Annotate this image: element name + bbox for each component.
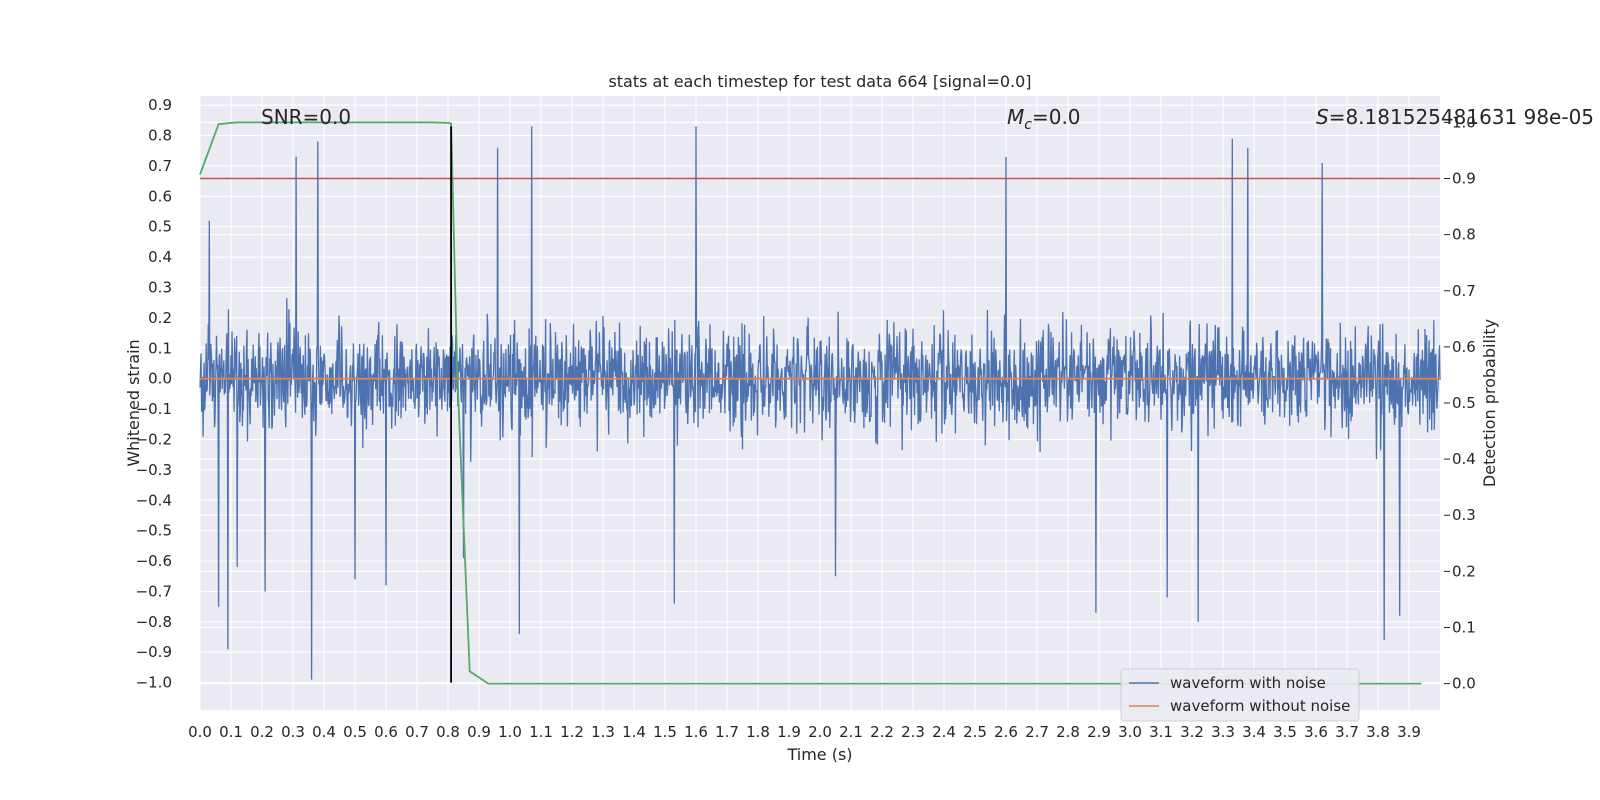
x-tick-label: 2.9 [1087, 723, 1111, 741]
mc-value: =0.0 [1032, 105, 1081, 129]
x-tick-label: 1.1 [529, 723, 553, 741]
x-tick-label: 0.3 [281, 723, 305, 741]
y-tick-label: 0.8 [148, 127, 172, 145]
x-tick-label: 1.6 [684, 723, 708, 741]
x-tick-label: 2.3 [901, 723, 925, 741]
y-tick-label: 0.4 [148, 248, 172, 266]
y-tick-label: 0.3 [148, 278, 172, 296]
noise-waveform-line [199, 126, 1441, 680]
x-tick-label: 1.5 [653, 723, 677, 741]
y-tick-label: 0.6 [148, 187, 172, 205]
x-tick-label: 1.3 [591, 723, 615, 741]
y2-tick-label: 0.4 [1452, 450, 1476, 468]
legend-label-clean: waveform without noise [1170, 697, 1350, 715]
y-tick-label: −0.7 [136, 582, 172, 600]
x-tick-label: 1.9 [777, 723, 801, 741]
y2-tick-label: 0.8 [1452, 226, 1476, 244]
x-tick-label: 2.8 [1056, 723, 1080, 741]
y2-tick-label: 0.2 [1452, 562, 1476, 580]
x-tick-label: 0.7 [405, 723, 429, 741]
x-tick-label: 0.2 [250, 723, 274, 741]
y2-tick-label: 0.9 [1452, 170, 1476, 188]
legend-label-noise: waveform with noise [1170, 674, 1326, 692]
x-tick-label: 2.4 [932, 723, 956, 741]
x-tick-label: 1.7 [715, 723, 739, 741]
y2-tick-label: 0.5 [1452, 394, 1476, 412]
mc-subscript: c [1024, 117, 1032, 133]
y-tick-label: −0.8 [136, 613, 172, 631]
x-tick-label: 2.2 [870, 723, 894, 741]
x-tick-label: 0.0 [188, 723, 212, 741]
y-tick-label: −0.1 [136, 400, 172, 418]
annotation-snr: SNR=0.0 [261, 105, 351, 129]
y-tick-label: 0.2 [148, 309, 172, 327]
y2-tick-label: 0.0 [1452, 675, 1476, 693]
legend: waveform with noise waveform without noi… [1120, 668, 1360, 722]
y2-tick-label: 0.3 [1452, 506, 1476, 524]
x-tick-label: 2.7 [1025, 723, 1049, 741]
annotation-s: S=8.181525481631 98e-05 [1316, 105, 1594, 129]
x-tick-label: 2.1 [839, 723, 863, 741]
y2-tick-label: 1.0 [1452, 113, 1476, 131]
x-tick-label: 3.6 [1304, 723, 1328, 741]
y-tick-label: 0.5 [148, 218, 172, 236]
x-tick-label: 3.8 [1366, 723, 1390, 741]
s-symbol: S [1316, 105, 1329, 129]
x-tick-label: 1.4 [622, 723, 646, 741]
y2-tick-label: 0.1 [1452, 618, 1476, 636]
x-tick-label: 1.0 [498, 723, 522, 741]
y-tick-label: −0.3 [136, 461, 172, 479]
series-waveform-with-noise [199, 126, 1441, 680]
x-tick-label: 3.5 [1273, 723, 1297, 741]
y-axis-ticks: 0.9 0.8 0.7 0.6 0.5 0.4 0.3 0.2 0.1 0.0 −0.1 −0.2 −0… [136, 96, 172, 692]
x-tick-label: 3.9 [1397, 723, 1421, 741]
chart-title: stats at each timestep for test data 664… [608, 72, 1031, 91]
x-tick-label: 3.3 [1211, 723, 1235, 741]
legend-box [1120, 668, 1360, 722]
x-tick-label: 1.2 [560, 723, 584, 741]
mc-symbol: M [1007, 105, 1024, 129]
y-tick-label: 0.1 [148, 339, 172, 357]
y2-tick-label: 0.6 [1452, 338, 1476, 356]
y2-axis-ticks: 1.0 0.9 0.8 0.7 0.6 0.5 0.4 0.3 0.2 0.1 0.0 [1444, 113, 1476, 693]
y-tick-label: −0.4 [136, 491, 172, 509]
y-tick-label: 0.9 [148, 96, 172, 114]
y-tick-label: −1.0 [136, 674, 172, 692]
x-tick-label: 0.4 [312, 723, 336, 741]
x-tick-label: 2.5 [963, 723, 987, 741]
y-tick-label: 0.7 [148, 157, 172, 175]
x-tick-label: 3.7 [1335, 723, 1359, 741]
x-tick-label: 3.0 [1118, 723, 1142, 741]
y-tick-label: −0.6 [136, 552, 172, 570]
y-tick-label: −0.9 [136, 643, 172, 661]
x-tick-label: 0.6 [374, 723, 398, 741]
x-tick-label: 2.6 [994, 723, 1018, 741]
grid [199, 96, 1440, 710]
x-tick-label: 0.5 [343, 723, 367, 741]
y-tick-label: −0.2 [136, 430, 172, 448]
annotation-chirp-mass: Mc=0.0 [1007, 105, 1081, 133]
reference-lines [200, 126, 1440, 683]
s-value: =8.181525481631 98e-05 [1329, 105, 1594, 129]
x-tick-label: 0.9 [467, 723, 491, 741]
x-tick-label: 1.8 [746, 723, 770, 741]
y-tick-label: −0.5 [136, 522, 172, 540]
y-axis-label: Whitened strain [124, 339, 143, 466]
x-tick-label: 3.4 [1242, 723, 1266, 741]
x-axis-label: Time (s) [786, 745, 852, 764]
y-tick-label: 0.0 [148, 370, 172, 388]
x-tick-label: 0.8 [436, 723, 460, 741]
x-tick-label: 3.1 [1149, 723, 1173, 741]
x-tick-label: 3.2 [1180, 723, 1204, 741]
x-tick-label: 0.1 [219, 723, 243, 741]
x-tick-label: 2.0 [808, 723, 832, 741]
x-axis-ticks: 0.0 0.1 0.2 0.3 0.4 0.5 0.6 0.7 0.8 0.9 1.0 1.1 1.2 1… [188, 723, 1421, 741]
y2-axis-label: Detection probability [1480, 319, 1499, 487]
y2-tick-label: 0.7 [1452, 282, 1476, 300]
series-detection-probability [199, 121, 1422, 685]
detection-probability-line [199, 121, 1422, 685]
